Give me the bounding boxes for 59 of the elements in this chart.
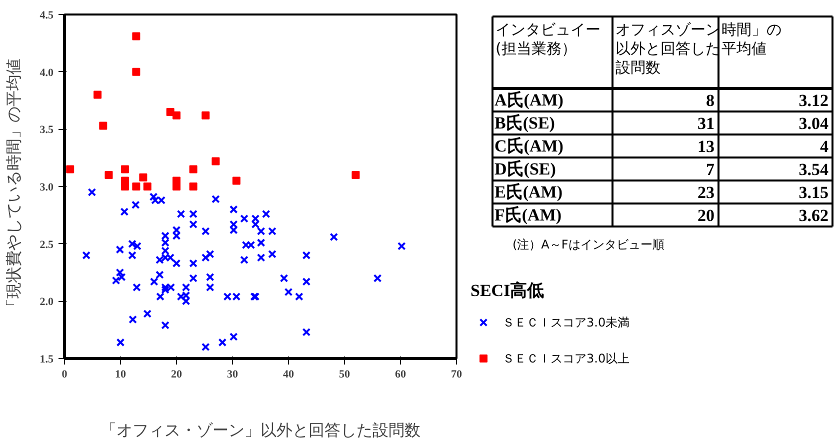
point [132,68,140,76]
text: 7 [706,160,715,179]
point [94,90,102,99]
text: A氏(AM) [494,90,564,110]
text: 20 [698,206,714,225]
x-tick-label: 60 [395,368,406,380]
x-tick-label: 70 [451,368,462,380]
x-tick-label: 50 [339,368,350,380]
x-tick-label: 30 [227,368,238,380]
x-tick-label: 0 [62,368,68,380]
y-tick-label: 3.0 [40,182,54,194]
x-tick-label: 20 [171,368,182,380]
y-tick-label: 3.5 [40,124,54,136]
point [232,176,240,185]
point [212,157,220,166]
point [120,165,129,174]
x-axis-title: 「オフィス・ゾーン」以外と回答した設問数 [100,420,420,440]
point [143,182,152,190]
point [202,111,210,120]
text: 13 [698,137,714,156]
text: 3.62 [798,206,828,225]
text: (注）A～Fはインタビュー順 [512,238,664,252]
text: 31 [698,114,714,133]
point [172,111,180,120]
text: 時間」の平均値 [722,20,782,58]
y-tick-label: 2.0 [40,296,54,308]
point [352,171,360,180]
point [104,171,113,180]
text: 4 [820,137,829,156]
point [132,182,140,190]
legend-label: ＳＥＣＩスコア3.0以上 [502,352,630,366]
x-tick-label: 10 [115,368,126,380]
y-axis-title: 「現状費やしている時間」の平均値 [4,58,23,314]
text: B氏(SE) [494,114,555,132]
point [189,182,198,190]
text: D氏(SE) [494,160,556,178]
point [99,122,108,130]
legend-title: SECI高低 [470,281,544,300]
point [120,182,129,190]
point [189,165,198,174]
point [66,165,74,174]
text: E氏(AM) [494,182,562,202]
x-tick-label: 40 [283,368,294,380]
text: 8 [706,91,714,110]
text: 23 [698,183,714,202]
y-tick-label: 4.0 [40,66,54,79]
text: 3.04 [798,114,829,133]
y-tick-label: 1.5 [40,354,54,366]
point [139,173,148,182]
text: 3.15 [798,183,828,202]
y-tick-label: 2.5 [40,238,54,251]
point [132,32,140,40]
text: C氏(AM) [494,136,564,156]
text: 3.12 [798,91,828,110]
text: F氏(AM) [494,206,562,224]
legend-label: ＳＥＣＩスコア3.0未満 [502,316,630,330]
y-tick-label: 4.5 [40,10,54,22]
text: インタビュイー(担当業務） [496,20,600,58]
text: 3.54 [798,160,829,179]
